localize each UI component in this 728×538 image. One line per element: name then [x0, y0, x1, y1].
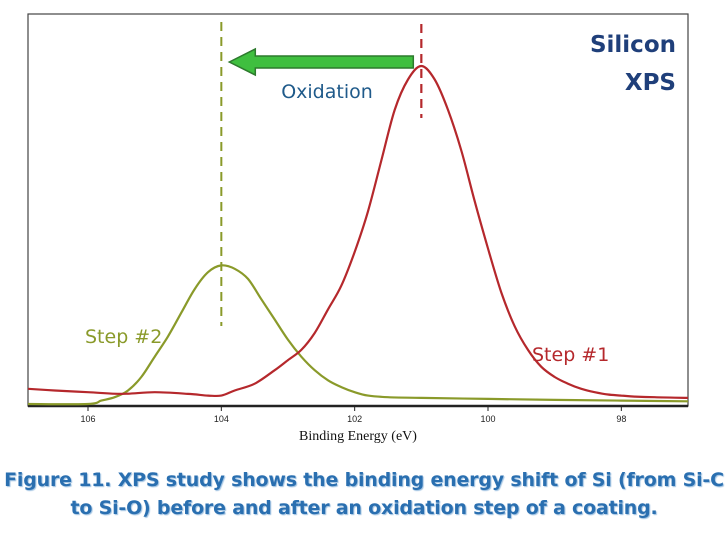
series-line-step1: [27, 64, 689, 399]
chart-title-line1: Silicon: [590, 32, 676, 58]
oxidation-arrow-icon: [227, 47, 415, 77]
x-tick-label: 106: [80, 414, 95, 424]
x-tick-label: 100: [480, 414, 495, 424]
x-tick-label: 98: [616, 414, 626, 424]
oxidation-label: Oxidation: [281, 81, 373, 103]
figure-caption-line1: Figure 11. XPS study shows the binding e…: [4, 469, 724, 491]
series-label-step1: Step #1: [532, 344, 609, 366]
series-label-step2: Step #2: [85, 326, 162, 348]
chart-title-line2: XPS: [625, 70, 676, 96]
x-ticks: 106 104 102 100 98: [80, 406, 626, 424]
x-tick-label: 104: [214, 414, 229, 424]
xps-chart: 106 104 102 100 98 Oxidation Silicon XPS Ste…: [27, 13, 689, 444]
series-line-step2: [27, 264, 689, 406]
x-axis-label: Binding Energy (eV): [299, 429, 417, 444]
x-tick-label: 102: [347, 414, 362, 424]
plot-frame: [27, 13, 689, 407]
figure-caption-line2: to Si-O) before and after an oxidation s…: [70, 497, 658, 519]
